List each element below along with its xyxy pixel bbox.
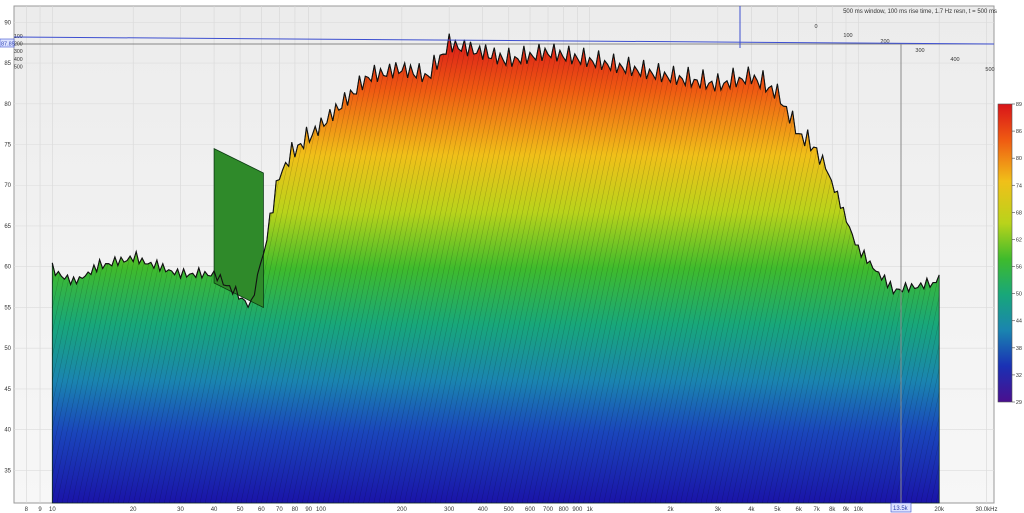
low-frequency-block — [213, 147, 264, 309]
time-tick-label: 400 — [950, 57, 959, 63]
x-tick-label: 70 — [276, 507, 283, 513]
frequency-cursor-readout-bg — [890, 502, 912, 513]
x-tick-label: 60 — [258, 507, 265, 513]
x-tick-label: 9k — [843, 507, 850, 513]
x-tick-label: 20k — [934, 507, 945, 513]
y-tick-label: 55 — [4, 305, 11, 311]
time-tick-label: 200 — [880, 39, 889, 45]
y-tick-label: 85 — [4, 61, 11, 67]
level-cursor-readout-bg — [0, 38, 15, 48]
x-tick-label: 300 — [444, 507, 455, 513]
colorbar-gradient — [997, 103, 1013, 403]
x-tick-label: 1k — [586, 507, 593, 513]
colorbar-tick-label: 74 — [1016, 183, 1022, 189]
colorbar-tick-label: 68 — [1016, 210, 1022, 216]
x-tick-label: 10k — [853, 507, 864, 513]
x-tick-label: 3k — [715, 507, 722, 513]
x-tick-label: 8 — [25, 507, 29, 513]
colorbar: 89 86 80 74 68 62 56 50 44 38 32 29 — [997, 102, 1022, 406]
x-tick-label: 4k — [748, 507, 755, 513]
frequency-cursor-readout: 13.5k — [893, 506, 909, 512]
y-tick-label: 90 — [4, 20, 11, 26]
x-axis-ticks: 8 9 10 20 30 40 50 60 70 80 90 100 200 300 400 500 600 70… — [25, 507, 998, 513]
chart-title: 500 ms window, 100 ms rise time, 1.7 Hz … — [843, 9, 997, 15]
colorbar-tick-label: 89 — [1016, 102, 1022, 108]
x-tick-label: 9 — [38, 507, 42, 513]
colorbar-tick-label: 50 — [1016, 292, 1022, 298]
x-tick-label: 800 — [559, 507, 570, 513]
colorbar-tick-label: 44 — [1016, 319, 1022, 325]
time-depth-label: 400 — [14, 57, 23, 63]
time-tick-label: 100 — [843, 33, 852, 39]
time-tick-label: 500 — [985, 67, 994, 73]
x-tick-label: 90 — [305, 507, 312, 513]
level-cursor-readout: 87.85 — [1, 42, 15, 48]
level-cursor[interactable] — [13, 36, 995, 45]
colorbar-tick-label: 86 — [1016, 129, 1022, 135]
y-tick-label: 65 — [4, 224, 11, 230]
x-tick-label: 10 — [49, 507, 56, 513]
x-tick-label: 8k — [829, 507, 836, 513]
y-axis-ticks: 35 40 45 50 55 60 65 70 75 80 85 90 — [4, 20, 11, 474]
x-tick-label: 200 — [397, 507, 408, 513]
x-tick-label: 20 — [130, 507, 137, 513]
x-tick-label: 7k — [814, 507, 821, 513]
x-tick-label: 900 — [572, 507, 583, 513]
time-depth-label: 300 — [14, 49, 23, 55]
y-tick-label: 45 — [4, 387, 11, 393]
colorbar-tick-label: 56 — [1016, 265, 1022, 271]
spectrum-ridges — [52, 33, 940, 503]
time-depth-label: 500 — [14, 64, 23, 70]
y-tick-label: 50 — [4, 346, 11, 352]
x-tick-label: 700 — [543, 507, 554, 513]
x-tick-label: 6k — [796, 507, 803, 513]
x-tick-label: 600 — [525, 507, 536, 513]
colorbar-tick-label: 29 — [1016, 400, 1022, 406]
x-tick-label: 2k — [667, 507, 674, 513]
x-tick-label: 40 — [211, 507, 218, 513]
x-tick-label: 80 — [292, 507, 299, 513]
colorbar-tick-label: 80 — [1016, 156, 1022, 162]
y-tick-label: 75 — [4, 143, 11, 149]
y-tick-label: 40 — [4, 428, 11, 434]
x-tick-label: 5k — [774, 507, 781, 513]
x-tick-label: 500 — [504, 507, 515, 513]
colorbar-tick-label: 38 — [1016, 346, 1022, 352]
y-tick-label: 80 — [4, 102, 11, 108]
time-depth-label: 200 — [14, 42, 23, 48]
colorbar-tick-label: 32 — [1016, 373, 1022, 379]
y-tick-label: 35 — [4, 468, 11, 474]
time-tick-label: 300 — [915, 48, 924, 54]
spectrum-outline — [51, 33, 940, 309]
x-tick-label: 400 — [478, 507, 489, 513]
waterfall-surface — [51, 33, 940, 504]
x-tick-label: 30.0kHz — [975, 507, 997, 513]
colorbar-tick-label: 62 — [1016, 237, 1022, 243]
y-tick-label: 60 — [4, 265, 11, 271]
time-tick-label: 0 — [814, 24, 817, 30]
x-tick-label: 100 — [316, 507, 327, 513]
y-tick-label: 70 — [4, 183, 11, 189]
x-tick-label: 50 — [237, 507, 244, 513]
x-tick-label: 30 — [177, 507, 184, 513]
